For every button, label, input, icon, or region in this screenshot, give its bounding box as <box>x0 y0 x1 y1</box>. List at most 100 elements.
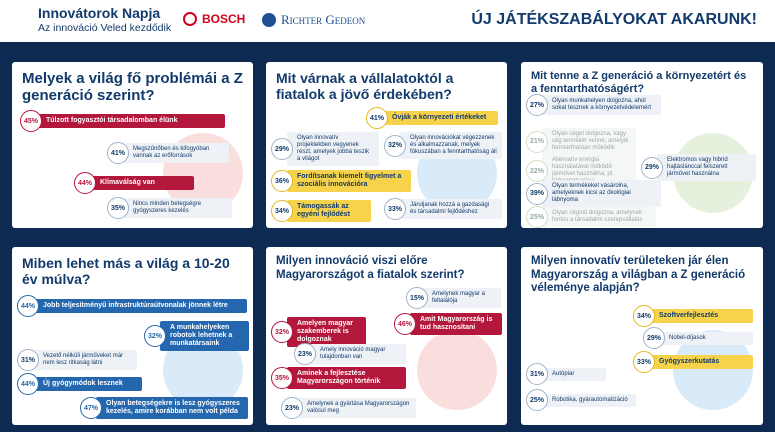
stat-text: Olyan cégnél dolgozna, amelynek fontos a… <box>542 207 656 227</box>
percentage: 35% <box>271 367 293 389</box>
stat-text: Amelynek a gyártása Magyarországon valós… <box>297 398 416 418</box>
partner: Richter Gedeon <box>262 12 365 28</box>
panel-title: Melyek a világ fő problémái a Z generáci… <box>22 70 243 104</box>
stat-item: 29% Nobel-díjasok <box>643 327 753 349</box>
stat-text: Amit Magyarország is tud hasznosítani <box>410 313 502 335</box>
stat-text: Autópiar <box>542 367 606 381</box>
percentage: 29% <box>641 156 663 179</box>
percentage: 29% <box>643 327 665 349</box>
percentage: 44% <box>17 373 39 395</box>
stat-item: 46% Amit Magyarország is tud hasznosítani <box>394 313 502 335</box>
stat-item: 33% Gyógyszerkutatás <box>633 351 753 373</box>
stat-item: 23% Amely innováció magyar tulajdonban va… <box>294 343 406 365</box>
panel-title: Mit tenne a Z generáció a környezetért é… <box>531 70 747 95</box>
panel: Milyen innovatív területeken jár élen Ma… <box>521 247 763 425</box>
panel: Miben lehet más a világ a 10-20 év múlva… <box>12 247 253 425</box>
stat-text: Új gyógymódok lesznek <box>33 377 142 391</box>
stat-text: Amely innováció magyar tulajdonban van <box>310 344 406 364</box>
percentage: 23% <box>294 343 316 365</box>
stat-item: 35% Aminek a fejlesztése Magyarországon t… <box>271 367 406 389</box>
stat-text: Túlzott fogyasztói társadalomban élünk <box>36 114 225 128</box>
stat-text: Járuljanak hozzá a gazdasági és társadal… <box>400 199 502 219</box>
partner: BOSCH <box>183 12 245 26</box>
stat-item: 34% Szoftverfejlesztés <box>633 305 753 327</box>
stat-text: Nobel-díjasok <box>659 331 753 345</box>
stat-item: 32% Amelyen magyar szakemberek is dolgozn… <box>271 317 366 347</box>
percentage: 15% <box>406 287 428 309</box>
stat-text: Olyan céget dolgozna, vagy cég termékét … <box>542 128 636 155</box>
percentage: 44% <box>74 172 96 194</box>
stat-item: 31% Vezető nélküli járműveket már nem les… <box>17 349 137 371</box>
percentage: 34% <box>633 305 655 327</box>
percentage: 35% <box>107 197 129 219</box>
stat-item: 41% Megszűnőben és kifogyóban vannak az e… <box>107 142 229 164</box>
stat-item: 27% Olyan munkahelyen dolgozna, ahol soka… <box>526 94 661 116</box>
percentage: 47% <box>80 397 102 419</box>
stat-item: 39% Olyan termékeket vásárolna, amelyekne… <box>526 180 661 207</box>
percentage: 31% <box>526 363 548 385</box>
stat-item: 44% Klímaválság van <box>74 172 194 194</box>
stat-text: Olyan innovációkat végezzenek és alkalma… <box>400 132 502 159</box>
stat-item: 29% Elektromos vagy hibrid hajtáslánccal … <box>641 154 756 181</box>
percentage: 34% <box>271 200 293 222</box>
stat-item: 34% Támogassák az egyéni fejlődést <box>271 200 371 222</box>
stat-item: 36% Fordítsanak kiemelt figyelmet a szoci… <box>271 170 411 192</box>
percentage: 32% <box>384 134 406 157</box>
illustration <box>417 330 497 410</box>
percentage: 46% <box>394 313 416 335</box>
stat-item: 35% Nincs minden betegségre gyógyszeres k… <box>107 197 232 219</box>
partner-name: BOSCH <box>202 12 246 26</box>
percentage: 31% <box>17 349 39 371</box>
stat-text: Óvják a környezeti értékeket <box>382 111 498 125</box>
panel: Melyek a világ fő problémái a Z generáci… <box>12 62 253 228</box>
percentage: 25% <box>526 206 548 228</box>
stat-item: 44% Jobb teljesítményű infrastruktúraútvo… <box>17 295 247 317</box>
stat-text: Klímaválság van <box>90 176 194 190</box>
stat-item: 44% Új gyógymódok lesznek <box>17 373 142 395</box>
percentage: 41% <box>107 142 129 164</box>
percentage: 22% <box>526 160 548 182</box>
stat-item: 33% Járuljanak hozzá a gazdasági és társa… <box>384 198 502 220</box>
stat-text: Olyan munkahelyen dolgozna, ahol sokat t… <box>542 95 661 115</box>
logo <box>262 13 276 27</box>
stat-item: 21% Olyan céget dolgozna, vagy cég termék… <box>526 128 636 155</box>
percentage: 25% <box>526 389 548 411</box>
panel: Mit tenne a Z generáció a környezetért é… <box>521 62 763 228</box>
panel-title: Mit várnak a vállalatoktól a fiatalok a … <box>276 70 454 102</box>
stat-text: Amelynek magyar a feltalálója <box>422 288 501 308</box>
stat-text: Jobb teljesítményű infrastruktúraútvonal… <box>33 299 247 313</box>
stat-item: 31% Autópiar <box>526 363 606 385</box>
stat-text: Fordítsanak kiemelt figyelmet a szociáli… <box>287 170 411 192</box>
percentage: 27% <box>526 94 548 116</box>
panel-title: Miben lehet más a világ a 10-20 év múlva… <box>22 255 230 287</box>
percentage: 32% <box>271 321 293 343</box>
stat-text: Szoftverfejlesztés <box>649 309 753 323</box>
stat-text: Elektromos vagy hibrid hajtáslánccal fel… <box>657 154 756 181</box>
panel-title: Milyen innováció viszi előre Magyarorszá… <box>276 255 465 281</box>
stat-text: Támogassák az egyéni fejlődést <box>287 200 371 222</box>
stat-text: Olyan betegségekre is lesz gyógyszeres k… <box>96 397 248 419</box>
stat-text: Megszűnőben és kifogyóban vannak az erőf… <box>123 143 229 163</box>
header: Innovátorok Napja Az innováció Veled kez… <box>0 0 775 42</box>
stat-item: 23% Amelynek a gyártása Magyarországon va… <box>281 397 416 419</box>
headline: ÚJ JÁTÉKSZABÁLYOKAT AKARUNK! <box>471 11 757 28</box>
stat-text: A munkahelyeken robotok lehetnek a munka… <box>160 321 249 351</box>
brand: Innovátorok Napja <box>38 5 161 21</box>
stat-item: 29% Olyan innovatív projektekben vegyenek… <box>271 132 379 166</box>
stat-text: Aminek a fejlesztése Magyarországon tört… <box>287 367 406 389</box>
stat-item: 41% Óvják a környezeti értékeket <box>366 107 498 129</box>
stat-item: 45% Túlzott fogyasztói társadalomban élün… <box>20 110 225 132</box>
stat-text: Olyan innovatív projektekben vegyenek ré… <box>287 132 379 166</box>
percentage: 44% <box>17 295 39 317</box>
panel-title: Milyen innovatív területeken jár élen Ma… <box>531 255 746 294</box>
stat-item: 47% Olyan betegségekre is lesz gyógyszere… <box>80 397 248 419</box>
percentage: 21% <box>526 130 548 153</box>
stat-item: 15% Amelynek magyar a feltalálója <box>406 287 501 309</box>
stat-text: Amelyen magyar szakemberek is dolgoznak <box>287 317 366 347</box>
stat-text: Vezető nélküli járműveket már nem lesz r… <box>33 350 137 370</box>
tagline: Az innováció Veled kezdődik <box>38 22 172 34</box>
stat-item: 32% A munkahelyeken robotok lehetnek a mu… <box>144 321 249 351</box>
percentage: 36% <box>271 170 293 192</box>
panel: Milyen innováció viszi előre Magyarorszá… <box>266 247 507 425</box>
